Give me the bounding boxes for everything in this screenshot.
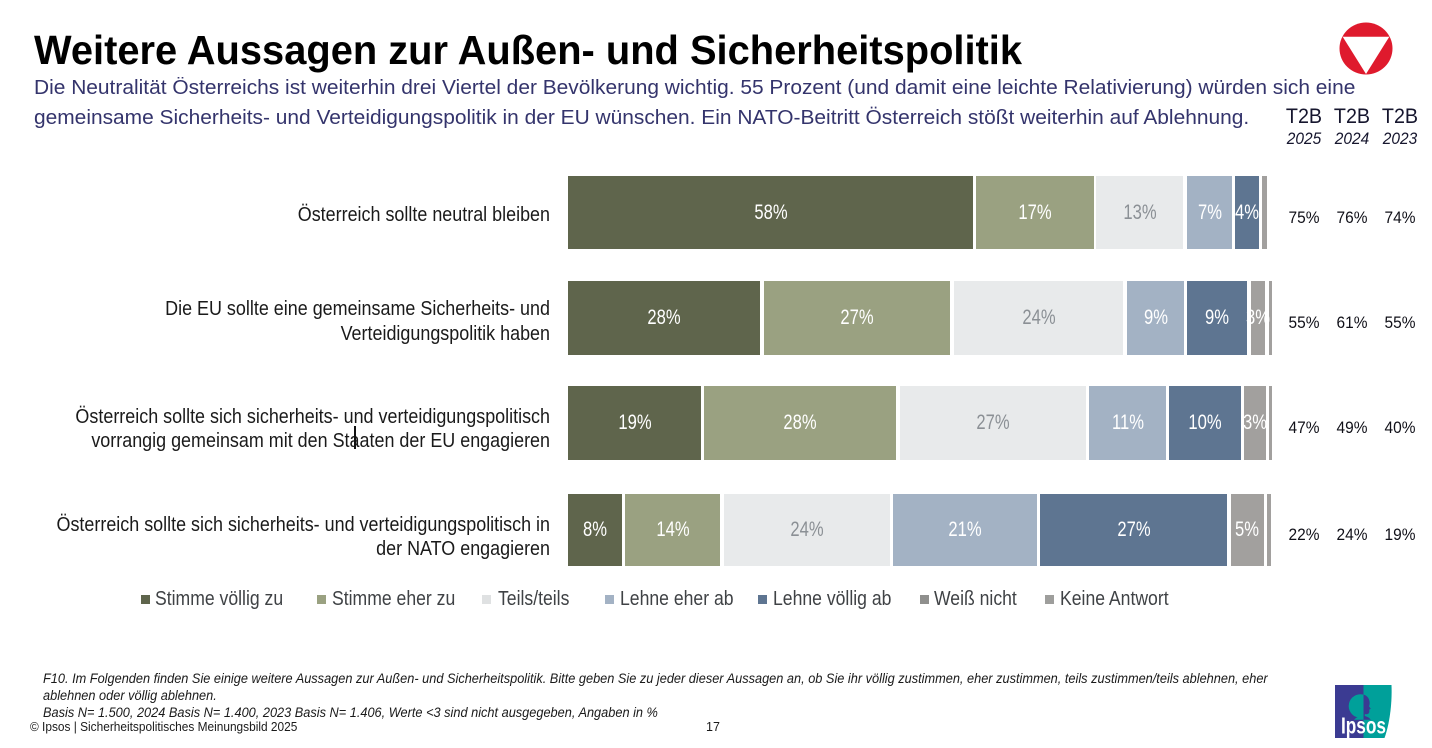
svg-text:Ipsos: Ipsos	[1340, 714, 1385, 739]
